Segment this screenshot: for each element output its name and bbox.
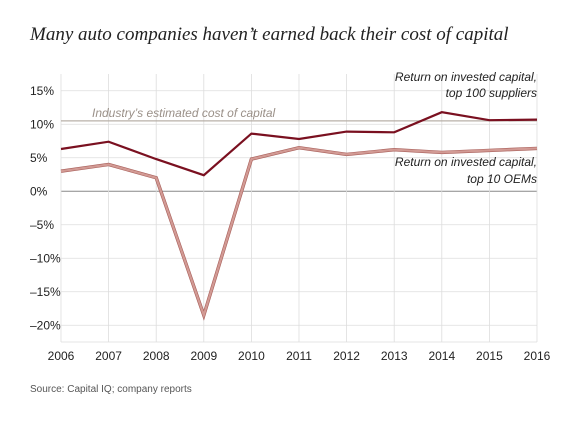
- x-tick-label: 2014: [428, 349, 455, 363]
- cost-of-capital-reference: Industry’s estimated cost of capital: [61, 106, 537, 122]
- x-tick-label: 2015: [476, 349, 503, 363]
- source-note: Source: Capital IQ; company reports: [30, 384, 192, 395]
- y-tick-label: –15%: [30, 285, 61, 299]
- chart-title: Many auto companies haven’t earned back …: [30, 24, 509, 45]
- oems-label: top 10 OEMs: [467, 172, 537, 186]
- oems-label: Return on invested capital,: [395, 155, 537, 169]
- suppliers-label: Return on invested capital,: [395, 70, 537, 84]
- x-tick-label: 2007: [95, 349, 122, 363]
- y-tick-label: –5%: [30, 218, 54, 232]
- suppliers-label: top 100 suppliers: [446, 86, 537, 100]
- x-tick-label: 2013: [381, 349, 408, 363]
- y-tick-label: 15%: [30, 84, 54, 98]
- y-tick-label: 0%: [30, 184, 48, 198]
- series-lines: [60, 111, 538, 321]
- x-tick-label: 2011: [286, 349, 312, 363]
- y-tick-label: –20%: [30, 318, 61, 332]
- x-tick-label: 2010: [238, 349, 265, 363]
- y-axis-tick-labels: 15% 10% 5% 0% –5% –10% –15% –20%: [30, 84, 61, 333]
- gridlines: [60, 74, 538, 343]
- y-tick-label: 10%: [30, 117, 54, 131]
- series-labels: Return on invested capital, top 100 suppl…: [395, 70, 537, 186]
- x-tick-label: 2009: [190, 349, 217, 363]
- x-axis-tick-labels: 2006 2007 2008 2009 2010 2011 2012 2013 2014 2015…: [48, 349, 551, 363]
- x-tick-label: 2016: [524, 349, 551, 363]
- x-tick-label: 2012: [333, 349, 360, 363]
- cost-of-capital-label: Industry’s estimated cost of capital: [92, 106, 276, 120]
- x-tick-label: 2008: [143, 349, 170, 363]
- x-tick-label: 2006: [48, 349, 75, 363]
- y-tick-label: 5%: [30, 151, 48, 165]
- y-tick-label: –10%: [30, 251, 61, 265]
